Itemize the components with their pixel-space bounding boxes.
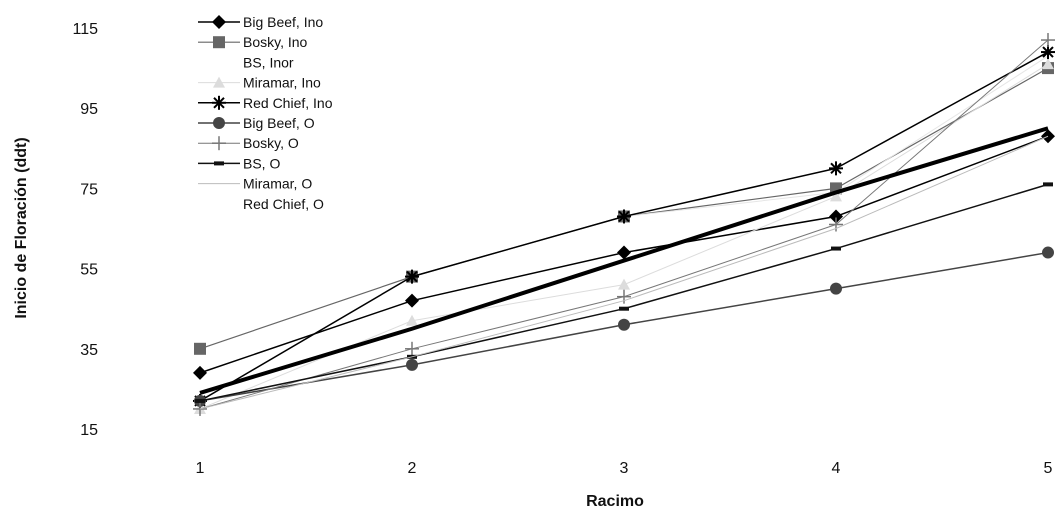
legend-label: Miramar, O xyxy=(243,176,312,192)
x-tick-label: 4 xyxy=(832,460,841,477)
y-axis-title: Inicio de Floración (ddt) xyxy=(13,137,30,318)
series-10 xyxy=(199,126,1049,395)
series-line xyxy=(199,135,1049,410)
series-line xyxy=(199,63,1049,410)
data-point xyxy=(1041,45,1055,60)
series-9 xyxy=(199,135,1049,410)
data-point xyxy=(1041,33,1055,48)
data-point xyxy=(831,246,841,251)
data-point xyxy=(1042,58,1054,70)
series-line xyxy=(199,126,1049,395)
legend-marker xyxy=(213,76,225,88)
legend-label: Big Beef, O xyxy=(243,115,315,131)
legend-label: BS, Inor xyxy=(243,54,294,70)
x-axis-title: Racimo xyxy=(586,493,644,510)
data-point xyxy=(1042,246,1054,259)
x-tick-label: 5 xyxy=(1044,460,1053,477)
legend-label: Red Chief, Ino xyxy=(243,95,333,111)
legend-label: Miramar, Ino xyxy=(243,75,321,91)
data-point xyxy=(619,306,629,311)
x-tick-label: 1 xyxy=(196,460,205,477)
axis-layer: 15 35 55 75 95 115 1 2 3 4 5 xyxy=(72,21,1052,477)
legend-label: BS, O xyxy=(243,155,280,171)
series-6 xyxy=(194,246,1054,407)
legend-label: Red Chief, O xyxy=(243,196,324,212)
y-tick-label: 75 xyxy=(80,181,98,198)
legend-item: Bosky, O xyxy=(198,135,299,151)
series-5 xyxy=(193,45,1055,408)
legend-marker xyxy=(212,136,226,151)
legend-item: Miramar, Ino xyxy=(198,75,321,91)
legend: Big Beef, Ino Bosky, Ino BS, Inor Miramar, … xyxy=(198,14,333,212)
y-tick-label: 115 xyxy=(72,21,98,38)
x-tick-label: 2 xyxy=(408,460,417,477)
data-point xyxy=(194,342,206,355)
legend-label: Bosky, O xyxy=(243,135,299,151)
data-point xyxy=(406,358,418,371)
legend-item: Big Beef, O xyxy=(198,115,315,131)
legend-marker xyxy=(214,161,224,166)
data-point xyxy=(405,269,419,284)
legend-item: Miramar, O xyxy=(198,176,312,192)
x-tick-label: 3 xyxy=(620,460,629,477)
data-point xyxy=(618,318,630,331)
data-point xyxy=(830,190,842,202)
legend-marker xyxy=(212,15,226,29)
data-point xyxy=(829,209,843,224)
legend-item: Red Chief, O xyxy=(243,196,324,212)
data-point xyxy=(617,245,631,260)
data-point xyxy=(405,293,419,308)
legend-marker xyxy=(213,117,225,129)
legend-item: BS, Inor xyxy=(243,54,294,70)
data-point xyxy=(829,161,843,176)
y-tick-label: 95 xyxy=(80,101,98,118)
legend-label: Bosky, Ino xyxy=(243,34,308,50)
data-point xyxy=(830,282,842,295)
data-point xyxy=(1043,182,1053,187)
y-tick-label: 15 xyxy=(80,422,98,439)
data-point xyxy=(406,314,418,326)
y-tick-label: 35 xyxy=(80,342,98,359)
data-point xyxy=(617,209,631,224)
series-layer xyxy=(193,33,1055,416)
data-point xyxy=(405,341,419,356)
legend-marker xyxy=(212,95,226,110)
series-7 xyxy=(193,33,1055,416)
data-point xyxy=(618,278,630,290)
legend-item: Big Beef, Ino xyxy=(198,14,323,30)
data-point xyxy=(193,365,207,380)
data-point xyxy=(829,217,843,232)
legend-item: Bosky, Ino xyxy=(198,34,308,50)
series-1 xyxy=(193,129,1055,380)
legend-label: Big Beef, Ino xyxy=(243,14,323,30)
data-point xyxy=(617,289,631,304)
legend-item: BS, O xyxy=(198,155,280,171)
legend-marker xyxy=(213,36,225,49)
data-point xyxy=(195,398,205,403)
y-tick-label: 55 xyxy=(80,262,98,279)
series-4 xyxy=(194,58,1054,414)
legend-item: Red Chief, Ino xyxy=(198,95,333,111)
